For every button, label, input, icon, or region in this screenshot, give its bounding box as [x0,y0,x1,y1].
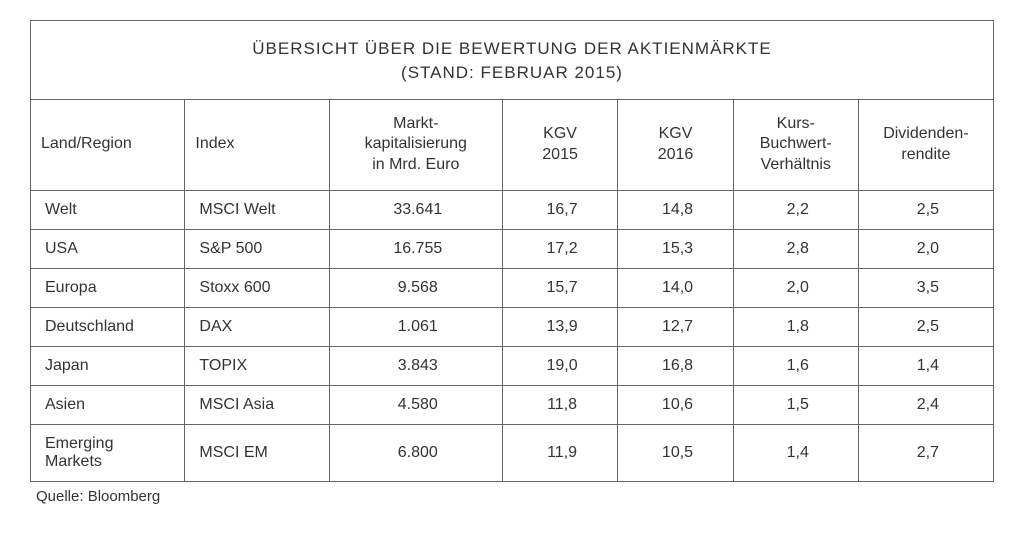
cell-region: Japan [31,346,185,385]
cell-kgv2016: 10,6 [618,385,733,424]
table-row: Emerging MarketsMSCI EM6.80011,910,51,42… [31,424,993,481]
cell-marketcap: 33.641 [329,190,502,229]
table-body: WeltMSCI Welt33.64116,714,82,22,5USAS&P … [31,190,993,481]
cell-kgv2015: 11,9 [502,424,617,481]
cell-marketcap: 1.061 [329,307,502,346]
table-row: WeltMSCI Welt33.64116,714,82,22,5 [31,190,993,229]
source-label: Quelle: Bloomberg [30,482,994,505]
table-row: EuropaStoxx 6009.56815,714,02,03,5 [31,268,993,307]
cell-kgv2015: 11,8 [502,385,617,424]
cell-marketcap: 4.580 [329,385,502,424]
cell-kbv: 1,4 [733,424,858,481]
cell-region: Europa [31,268,185,307]
cell-region: Welt [31,190,185,229]
cell-divyield: 1,4 [858,346,993,385]
col-head-kgv2015: KGV2015 [502,99,617,190]
cell-index: MSCI EM [185,424,329,481]
col-head-region: Land/Region [31,99,185,190]
col-head-kgv2016: KGV2016 [618,99,733,190]
cell-region: Deutschland [31,307,185,346]
cell-divyield: 2,0 [858,229,993,268]
cell-kgv2015: 19,0 [502,346,617,385]
cell-kbv: 1,8 [733,307,858,346]
cell-region: Asien [31,385,185,424]
table-title-line1: ÜBERSICHT ÜBER DIE BEWERTUNG DER AKTIENM… [252,39,772,58]
cell-index: TOPIX [185,346,329,385]
cell-kbv: 1,5 [733,385,858,424]
cell-kbv: 1,6 [733,346,858,385]
col-head-marketcap: Markt-kapitalisierungin Mrd. Euro [329,99,502,190]
cell-kgv2016: 14,8 [618,190,733,229]
cell-region: USA [31,229,185,268]
cell-marketcap: 9.568 [329,268,502,307]
cell-kgv2015: 16,7 [502,190,617,229]
cell-kgv2016: 12,7 [618,307,733,346]
cell-index: DAX [185,307,329,346]
cell-kgv2016: 10,5 [618,424,733,481]
col-head-index: Index [185,99,329,190]
table-row: USAS&P 50016.75517,215,32,82,0 [31,229,993,268]
cell-divyield: 2,4 [858,385,993,424]
cell-kbv: 2,8 [733,229,858,268]
table-row: AsienMSCI Asia4.58011,810,61,52,4 [31,385,993,424]
col-head-kbv: Kurs-Buchwert-Verhältnis [733,99,858,190]
table-row: JapanTOPIX3.84319,016,81,61,4 [31,346,993,385]
cell-index: MSCI Asia [185,385,329,424]
table-header-row: Land/Region Index Markt-kapitalisierungi… [31,99,993,190]
valuation-table: ÜBERSICHT ÜBER DIE BEWERTUNG DER AKTIENM… [31,21,993,481]
cell-divyield: 2,5 [858,190,993,229]
cell-marketcap: 6.800 [329,424,502,481]
cell-kgv2015: 13,9 [502,307,617,346]
cell-kgv2016: 14,0 [618,268,733,307]
cell-kbv: 2,0 [733,268,858,307]
cell-kgv2015: 15,7 [502,268,617,307]
cell-kgv2016: 16,8 [618,346,733,385]
cell-kgv2016: 15,3 [618,229,733,268]
cell-divyield: 2,7 [858,424,993,481]
cell-region: Emerging Markets [31,424,185,481]
table-title: ÜBERSICHT ÜBER DIE BEWERTUNG DER AKTIENM… [31,21,993,99]
cell-index: MSCI Welt [185,190,329,229]
cell-index: Stoxx 600 [185,268,329,307]
cell-index: S&P 500 [185,229,329,268]
cell-kgv2015: 17,2 [502,229,617,268]
cell-divyield: 3,5 [858,268,993,307]
cell-marketcap: 16.755 [329,229,502,268]
cell-divyield: 2,5 [858,307,993,346]
cell-marketcap: 3.843 [329,346,502,385]
valuation-table-container: ÜBERSICHT ÜBER DIE BEWERTUNG DER AKTIENM… [30,20,994,482]
table-row: DeutschlandDAX1.06113,912,71,82,5 [31,307,993,346]
col-head-divyield: Dividenden-rendite [858,99,993,190]
cell-kbv: 2,2 [733,190,858,229]
table-title-line2: (STAND: FEBRUAR 2015) [401,63,623,82]
